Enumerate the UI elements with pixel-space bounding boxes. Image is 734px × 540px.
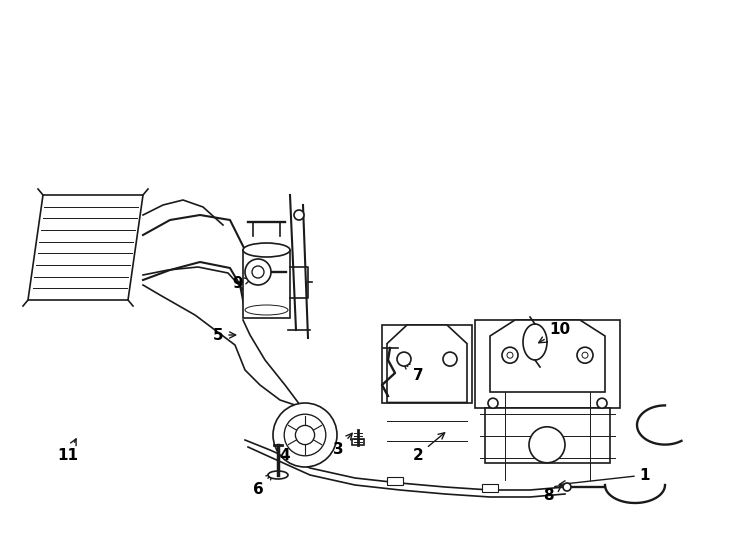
- Text: 1: 1: [559, 468, 650, 487]
- Circle shape: [502, 347, 518, 363]
- Bar: [382, 325, 472, 402]
- Circle shape: [284, 414, 326, 456]
- Circle shape: [295, 426, 315, 444]
- Text: 10: 10: [539, 322, 570, 343]
- Bar: [352, 439, 364, 445]
- Polygon shape: [490, 320, 605, 392]
- Circle shape: [397, 352, 411, 366]
- Text: 5: 5: [213, 327, 236, 342]
- Circle shape: [597, 398, 607, 408]
- Circle shape: [529, 427, 565, 463]
- Circle shape: [252, 266, 264, 278]
- Text: 7: 7: [403, 363, 424, 382]
- Bar: [243, 250, 290, 318]
- Circle shape: [563, 483, 571, 491]
- Circle shape: [245, 259, 271, 285]
- Circle shape: [577, 347, 593, 363]
- Polygon shape: [28, 195, 143, 300]
- Ellipse shape: [268, 471, 288, 479]
- Text: 11: 11: [57, 439, 79, 462]
- Text: 2: 2: [413, 433, 445, 462]
- Text: 4: 4: [280, 434, 298, 462]
- Ellipse shape: [245, 305, 288, 315]
- Text: 3: 3: [333, 433, 352, 457]
- Circle shape: [507, 352, 513, 358]
- Bar: [482, 484, 498, 492]
- Circle shape: [582, 352, 588, 358]
- Circle shape: [488, 398, 498, 408]
- Bar: [475, 320, 620, 408]
- Ellipse shape: [243, 243, 290, 257]
- Bar: [485, 408, 610, 463]
- Text: 6: 6: [252, 473, 272, 497]
- Circle shape: [443, 352, 457, 366]
- Polygon shape: [387, 325, 467, 402]
- Text: 9: 9: [233, 275, 251, 291]
- Circle shape: [294, 210, 304, 220]
- Circle shape: [273, 403, 337, 467]
- Text: 8: 8: [542, 485, 562, 503]
- Bar: [387, 477, 403, 485]
